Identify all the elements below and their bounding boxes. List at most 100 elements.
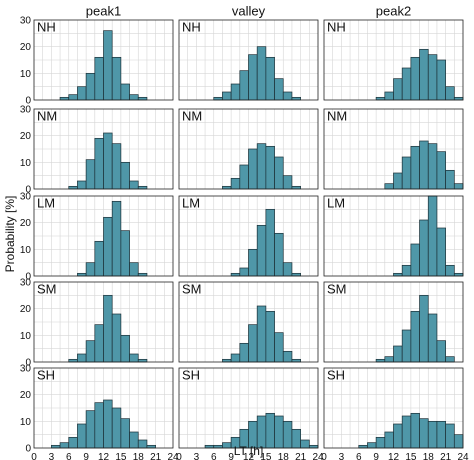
- row-label-sm-valley: SM: [182, 282, 202, 297]
- panel-frame-sm-peak2: [323, 281, 464, 363]
- y-tick-label: 20: [20, 304, 32, 315]
- panel-frame-lm-peak2: [323, 195, 464, 277]
- panel-frame-sh-peak2: [323, 367, 464, 449]
- bar-nm-valley: [265, 145, 275, 190]
- bar-sm-valley: [248, 324, 258, 363]
- bar-nm-peak2: [410, 145, 420, 190]
- x-tick-label: 21: [150, 452, 162, 460]
- x-tick-label: 24: [167, 452, 179, 460]
- bar-sh-peak2: [436, 420, 446, 449]
- bar-sm-valley: [256, 305, 267, 363]
- bar-sh-peak2: [445, 423, 455, 449]
- y-tick-label: 20: [20, 42, 32, 53]
- bar-nh-peak1: [103, 30, 113, 101]
- row-label-lm-valley: LM: [182, 196, 200, 211]
- bar-sh-valley: [282, 420, 293, 449]
- panel-frame-lm-peak1: [33, 195, 174, 277]
- bar-lm-valley: [282, 262, 293, 277]
- bar-nh-peak2: [393, 78, 403, 101]
- bar-sh-peak2: [375, 436, 386, 449]
- x-tick-label: 21: [440, 452, 452, 460]
- row-label-sm-peak2: SM: [327, 282, 347, 297]
- bar-nh-valley: [239, 70, 249, 101]
- bar-sm-peak2: [445, 356, 455, 363]
- bar-nh-peak1: [68, 94, 78, 101]
- bar-lm-peak2: [401, 264, 412, 277]
- row-label-sm-peak1: SM: [37, 282, 57, 297]
- bar-nh-peak1: [85, 72, 96, 101]
- bar-nh-valley: [274, 78, 284, 101]
- y-tick-label: 20: [20, 390, 32, 401]
- bar-lm-valley: [248, 248, 258, 277]
- bar-nm-peak2: [445, 169, 455, 190]
- bar-sh-peak1: [137, 439, 148, 449]
- bar-nh-peak2: [419, 48, 429, 101]
- bar-lm-peak2: [419, 219, 429, 277]
- row-label-nm-valley: NM: [182, 109, 202, 124]
- bar-sh-peak2: [410, 412, 420, 449]
- bar-nm-valley: [248, 148, 258, 190]
- bar-lm-valley: [265, 208, 275, 277]
- bar-lm-valley: [256, 224, 267, 277]
- bar-sm-peak2: [393, 345, 403, 363]
- bar-sm-valley: [265, 310, 275, 363]
- bar-sm-peak1: [111, 313, 122, 363]
- bar-sh-peak1: [94, 402, 104, 449]
- row-label-nh-peak2: NH: [327, 20, 346, 35]
- y-axis-label: Probability [%]: [3, 196, 17, 273]
- bar-nh-peak2: [410, 56, 420, 101]
- x-axis-label: LT [h]: [234, 444, 264, 458]
- y-tick-label: 10: [20, 331, 32, 342]
- x-tick-label: 0: [321, 452, 327, 460]
- bar-sm-valley: [239, 342, 249, 363]
- y-tick-label: 10: [20, 69, 32, 80]
- bar-lm-peak2: [427, 195, 438, 277]
- x-tick-label: 12: [98, 452, 110, 460]
- bar-nh-peak1: [129, 94, 139, 101]
- y-tick-label: 0: [25, 185, 31, 196]
- x-tick-label: 0: [176, 452, 182, 460]
- bar-sh-peak2: [384, 431, 394, 449]
- bar-sm-peak1: [129, 353, 139, 363]
- bar-lm-peak2: [410, 243, 420, 277]
- x-tick-label: 3: [339, 452, 345, 460]
- bar-lm-valley: [274, 232, 284, 277]
- bar-nh-valley: [265, 56, 275, 101]
- bar-nm-valley: [239, 164, 249, 190]
- bar-nm-peak1: [94, 137, 104, 190]
- bar-sh-peak1: [103, 399, 113, 449]
- column-title-peak1: peak1: [86, 4, 121, 19]
- bar-nh-valley: [256, 46, 267, 101]
- bar-nh-peak1: [111, 56, 122, 101]
- x-tick-label: 15: [260, 452, 272, 460]
- y-tick-label: 10: [20, 158, 32, 169]
- panel-frame-sh-peak1: [33, 367, 174, 449]
- bar-sh-peak2: [453, 434, 464, 449]
- bar-nh-peak2: [445, 86, 455, 101]
- bar-nm-peak2: [436, 151, 446, 190]
- bar-sm-peak2: [427, 313, 438, 363]
- bar-sh-valley: [291, 428, 301, 449]
- bar-lm-peak1: [94, 240, 104, 277]
- bar-sm-peak2: [410, 310, 420, 363]
- bar-sm-valley: [230, 353, 241, 363]
- x-tick-label: 12: [388, 452, 400, 460]
- bar-sh-valley: [222, 442, 232, 449]
- bar-nh-peak2: [401, 67, 412, 101]
- panel-frame-nh-valley: [178, 19, 319, 101]
- bar-sm-peak2: [419, 294, 429, 363]
- bar-lm-peak1: [111, 200, 122, 277]
- bar-sh-valley: [274, 415, 284, 449]
- panel-frame-nm-valley: [178, 108, 319, 190]
- bar-sm-peak2: [436, 340, 446, 363]
- y-tick-label: 30: [20, 16, 32, 27]
- x-tick-label: 15: [115, 452, 127, 460]
- bar-sh-peak2: [419, 418, 429, 449]
- bar-nm-peak1: [103, 132, 113, 190]
- bar-sm-peak1: [103, 294, 113, 363]
- panel-frame-lm-valley: [178, 195, 319, 277]
- bar-lm-peak2: [436, 227, 446, 277]
- bar-sm-peak2: [401, 329, 412, 363]
- y-tick-label: 20: [20, 218, 32, 229]
- bar-nh-peak2: [427, 54, 438, 101]
